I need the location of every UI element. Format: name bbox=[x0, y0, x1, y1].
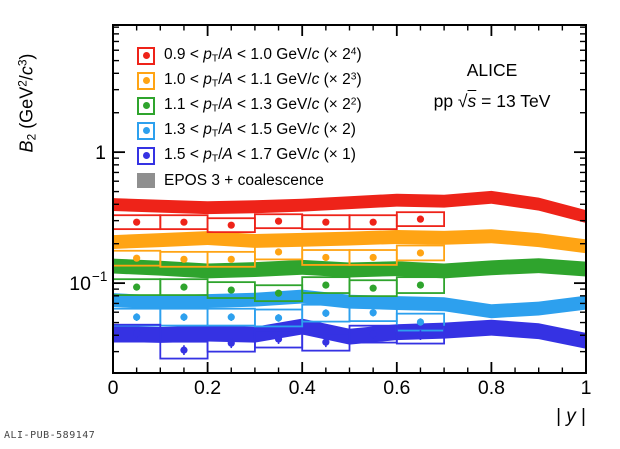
data-point bbox=[133, 313, 141, 321]
legend-dot-icon bbox=[142, 52, 150, 59]
x-tick-label: 0 bbox=[108, 377, 119, 399]
legend-label: 0.9 < pT/A < 1.0 GeV/c (× 24) bbox=[164, 46, 362, 65]
legend-item: EPOS 3 + coalescence bbox=[137, 168, 362, 193]
data-point bbox=[416, 249, 425, 257]
figure-id-watermark: ALI-PUB-589147 bbox=[4, 430, 96, 441]
data-point bbox=[416, 215, 425, 223]
data-point bbox=[369, 309, 377, 317]
legend-item: 1.5 < pT/A < 1.7 GeV/c (× 1) bbox=[137, 143, 362, 168]
data-point bbox=[416, 331, 425, 339]
syst-uncertainty-box bbox=[395, 211, 445, 227]
y-axis-label: B2 (GeV2/c3) bbox=[15, 53, 39, 153]
data-point bbox=[180, 218, 188, 226]
data-point bbox=[180, 255, 188, 263]
data-point bbox=[274, 314, 283, 322]
data-series bbox=[112, 211, 445, 234]
x-tick-label: 0.8 bbox=[478, 377, 505, 399]
tick-labels: 0 0.2 0.4 0.6 0.8 1 1 10 −1 bbox=[69, 142, 591, 399]
data-point bbox=[180, 283, 188, 291]
legend-item: 1.1 < pT/A < 1.3 GeV/c (× 22) bbox=[137, 93, 362, 118]
data-point bbox=[274, 289, 283, 297]
data-point bbox=[227, 286, 235, 294]
legend: 0.9 < pT/A < 1.0 GeV/c (× 24) 1.0 < pT/A … bbox=[137, 43, 362, 193]
x-tick-label: 1 bbox=[581, 377, 592, 399]
x-tick-label: 0.6 bbox=[383, 377, 410, 399]
x-axis-label: | y | bbox=[556, 406, 586, 427]
legend-dot-icon bbox=[142, 102, 150, 109]
legend-marker-icon bbox=[137, 146, 155, 165]
x-tick-label: 0.4 bbox=[289, 377, 316, 399]
legend-marker-icon bbox=[137, 46, 155, 65]
legend-dot-icon bbox=[142, 127, 150, 134]
data-point bbox=[133, 283, 141, 291]
data-series bbox=[112, 276, 445, 303]
data-point bbox=[133, 254, 141, 262]
legend-label: 1.1 < pT/A < 1.3 GeV/c (× 22) bbox=[164, 96, 362, 115]
data-point bbox=[369, 253, 377, 262]
syst-uncertainty-box bbox=[395, 276, 445, 294]
data-point bbox=[322, 281, 330, 289]
data-point bbox=[133, 218, 141, 226]
legend-marker-icon bbox=[137, 96, 155, 115]
collision-system-label: pp √s = 13 TeV bbox=[433, 91, 551, 111]
legend-marker-icon bbox=[137, 121, 155, 140]
data-point bbox=[180, 346, 188, 354]
data-point bbox=[227, 339, 235, 347]
legend-label: 1.0 < pT/A < 1.1 GeV/c (× 23) bbox=[164, 71, 362, 90]
data-point bbox=[416, 281, 425, 289]
legend-item: 1.0 < pT/A < 1.1 GeV/c (× 23) bbox=[137, 68, 362, 93]
data-point bbox=[274, 335, 283, 343]
syst-uncertainty-box bbox=[348, 303, 398, 323]
data-point bbox=[322, 309, 330, 317]
y-tick-label: 10 bbox=[69, 273, 91, 295]
data-series bbox=[112, 243, 445, 268]
data-point bbox=[133, 329, 141, 337]
legend-item: 0.9 < pT/A < 1.0 GeV/c (× 24) bbox=[137, 43, 362, 68]
legend-label: 1.5 < pT/A < 1.7 GeV/c (× 1) bbox=[164, 146, 356, 165]
experiment-label: ALICE bbox=[466, 60, 518, 80]
legend-dot-icon bbox=[142, 152, 150, 159]
legend-label: 1.3 < pT/A < 1.5 GeV/c (× 2) bbox=[164, 121, 356, 140]
epos3-band bbox=[113, 190, 586, 224]
legend-marker-icon bbox=[137, 71, 155, 90]
data-series bbox=[112, 323, 445, 360]
syst-uncertainty-box bbox=[395, 244, 445, 262]
data-point bbox=[180, 313, 188, 321]
data-point bbox=[274, 248, 283, 256]
data-point bbox=[227, 221, 235, 229]
data-point bbox=[369, 330, 377, 338]
epos3-band bbox=[113, 229, 586, 254]
data-point bbox=[369, 218, 377, 226]
legend-dot-icon bbox=[142, 77, 150, 84]
plot-frame bbox=[112, 24, 587, 374]
data-point bbox=[322, 218, 330, 226]
legend-band-swatch-icon bbox=[137, 173, 155, 188]
data-point bbox=[274, 217, 283, 225]
legend-label: EPOS 3 + coalescence bbox=[164, 171, 324, 189]
epos3-band bbox=[113, 258, 586, 279]
legend-item: 1.3 < pT/A < 1.5 GeV/c (× 2) bbox=[137, 118, 362, 143]
data-point bbox=[227, 255, 235, 263]
data-point bbox=[322, 338, 330, 346]
data-point bbox=[322, 253, 330, 262]
y-tick-label: 1 bbox=[95, 142, 106, 164]
data-point bbox=[369, 284, 377, 292]
data-point bbox=[416, 318, 425, 326]
x-tick-label: 0.2 bbox=[194, 377, 221, 399]
y-tick-label-exponent: −1 bbox=[92, 269, 107, 284]
syst-uncertainty-box bbox=[395, 325, 445, 345]
data-point bbox=[227, 313, 235, 321]
